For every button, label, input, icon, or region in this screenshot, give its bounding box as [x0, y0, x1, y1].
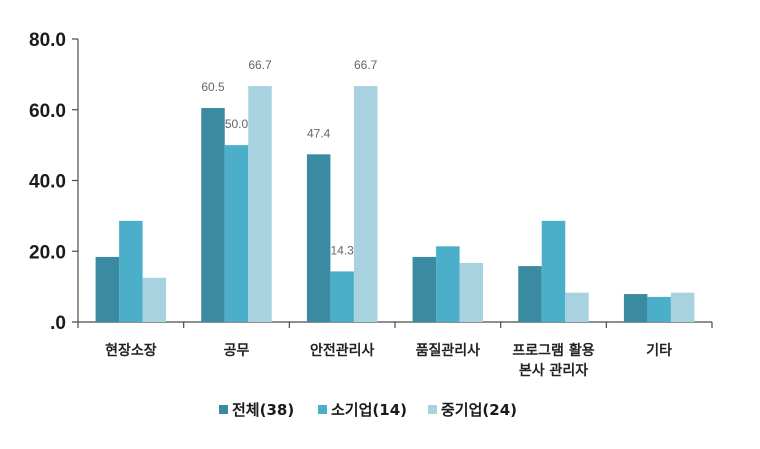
chart-bars: [95, 86, 695, 322]
data-label: 14.3: [330, 243, 354, 257]
bar-3-6: [670, 292, 695, 322]
bar-3-3: [353, 86, 378, 322]
data-label: 50.0: [225, 117, 249, 131]
legend-swatch-2: [318, 405, 327, 414]
bar-1-6: [623, 294, 648, 322]
bar-3-5: [565, 292, 589, 322]
bar-2-2: [224, 145, 249, 322]
legend-label-2: 소기업(14): [331, 401, 407, 419]
bar-3-1: [142, 277, 167, 322]
legend-label-3: 중기업(24): [441, 401, 517, 419]
category-label: 기타: [646, 343, 672, 359]
category-label: 프로그램 활용: [512, 342, 594, 359]
category-label: 공무: [224, 343, 250, 359]
bar-2-4: [436, 246, 460, 322]
bar-2-6: [647, 296, 671, 322]
category-label: 안전관리사: [310, 342, 375, 359]
bar-1-5: [518, 266, 542, 322]
data-label: 60.5: [201, 80, 225, 94]
category-label: 현장소장: [105, 342, 157, 359]
category-label: 품질관리사: [416, 342, 481, 359]
bar-2-1: [119, 220, 143, 322]
y-tick-label: 40.0: [29, 172, 66, 193]
data-label: 66.7: [248, 58, 272, 72]
y-tick-label: 20.0: [29, 242, 66, 263]
y-tick-label: .0: [50, 313, 66, 334]
bar-3-4: [459, 262, 484, 322]
y-tick-label: 60.0: [29, 101, 66, 122]
bar-2-3: [330, 271, 354, 322]
bar-3-2: [248, 86, 272, 322]
bar-2-5: [541, 220, 566, 322]
legend-swatch-3: [428, 405, 437, 414]
bar-1-2: [201, 107, 225, 322]
bar-1-3: [306, 154, 331, 322]
legend-label-1: 전체(38): [232, 401, 294, 419]
data-label: 66.7: [354, 58, 378, 72]
bar-1-4: [412, 256, 437, 322]
chart-axes: .0 20.0 40.0 60.0 80.0: [29, 30, 713, 334]
bar-1-1: [95, 256, 120, 322]
category-label: 본사 관리자: [519, 362, 588, 379]
chart-legend: 전체(38) 소기업(14) 중기업(24): [219, 401, 517, 419]
data-label: 47.4: [307, 126, 331, 140]
chart-data-labels: 60.5 50.0 66.7 47.4 14.3 66.7: [201, 58, 377, 257]
legend-swatch-1: [219, 405, 228, 414]
y-tick-label: 80.0: [29, 30, 66, 51]
